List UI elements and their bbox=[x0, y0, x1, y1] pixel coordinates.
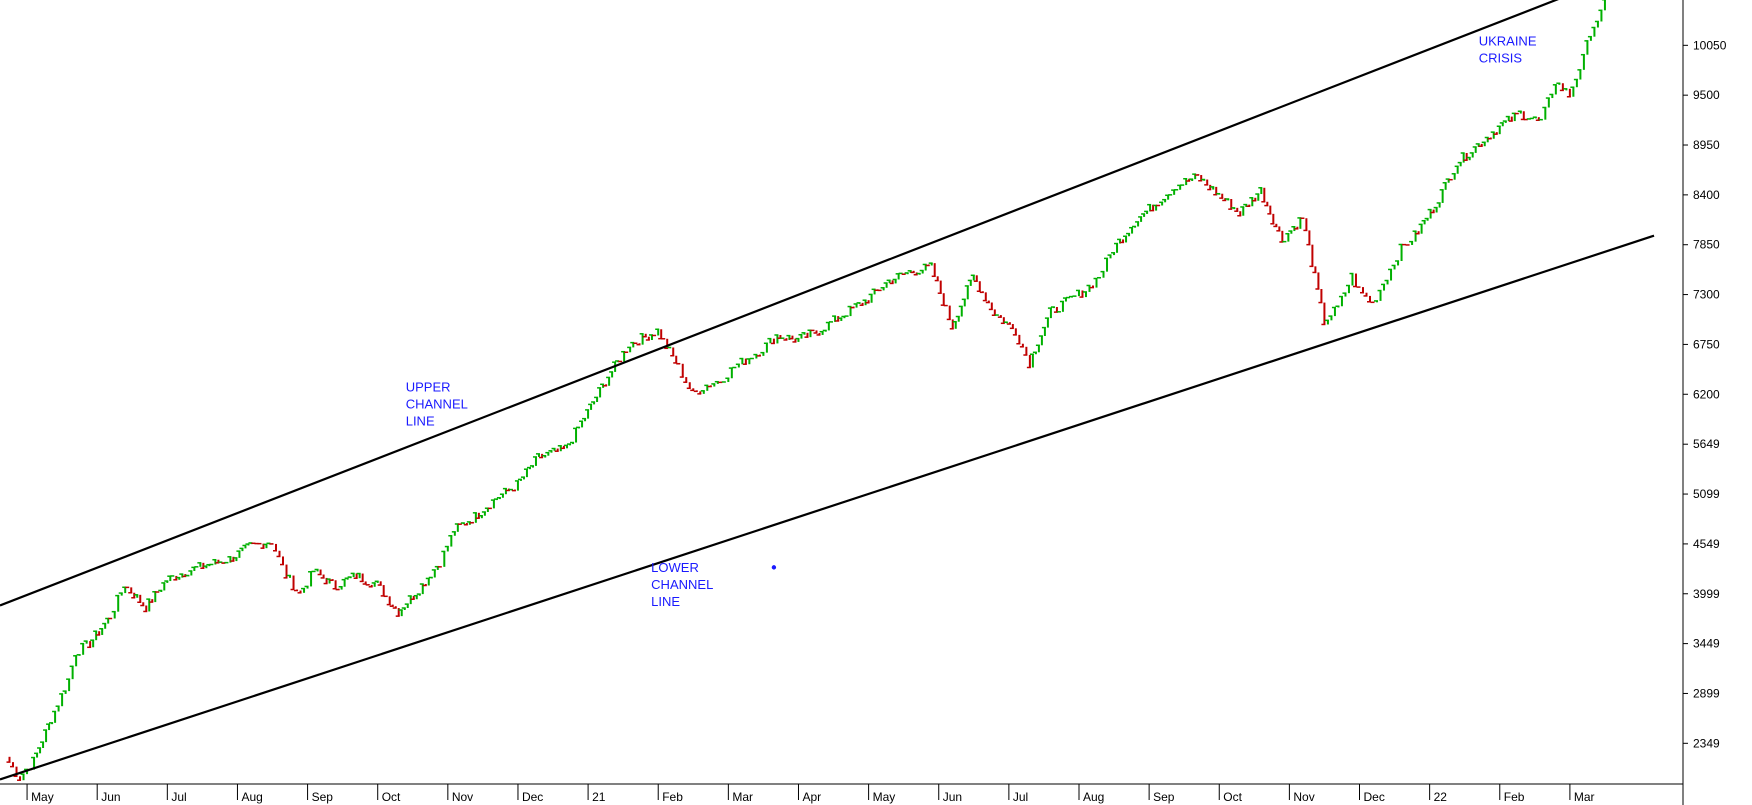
annotation-text: CRISIS bbox=[1479, 50, 1523, 65]
x-tick-label: Nov bbox=[1293, 790, 1314, 804]
x-tick-label: Aug bbox=[1083, 790, 1104, 804]
x-tick-label: Oct bbox=[382, 790, 401, 804]
x-tick-label: 21 bbox=[592, 790, 606, 804]
x-tick-label: Sep bbox=[1153, 790, 1175, 804]
channel-lines bbox=[0, 0, 1655, 781]
y-tick-label: 7850 bbox=[1693, 238, 1720, 252]
upper-channel-line bbox=[0, 0, 1559, 607]
x-tick-label: Jul bbox=[1013, 790, 1028, 804]
x-tick-label: May bbox=[31, 790, 54, 804]
y-axis: 2349 2899 3449 3999 4549 5099 5649 6200 6750 7300… bbox=[1682, 0, 1727, 805]
x-tick-label: Dec bbox=[522, 790, 543, 804]
x-tick-label: Aug bbox=[241, 790, 262, 804]
x-tick-label: Sep bbox=[312, 790, 334, 804]
y-tick-label: 3449 bbox=[1693, 637, 1720, 651]
x-tick-label: Oct bbox=[1223, 790, 1242, 804]
x-tick-label: Nov bbox=[452, 790, 473, 804]
x-tick-label: Jun bbox=[943, 790, 962, 804]
marker-dot bbox=[771, 565, 777, 570]
y-tick-label: 5099 bbox=[1693, 487, 1720, 501]
x-tick-label: Feb bbox=[1504, 790, 1525, 804]
y-tick-label: 4549 bbox=[1693, 537, 1720, 551]
annotation-text: LINE bbox=[406, 414, 435, 429]
x-tick-label: Feb bbox=[662, 790, 683, 804]
y-tick-label: 5649 bbox=[1693, 437, 1720, 451]
annotation-text: UKRAINE bbox=[1479, 33, 1537, 48]
x-tick-label: Jun bbox=[101, 790, 120, 804]
annotation-text: CHANNEL bbox=[651, 577, 713, 592]
annotation-text: CHANNEL bbox=[406, 397, 468, 412]
markers bbox=[771, 565, 777, 570]
y-tick-label: 6750 bbox=[1693, 337, 1720, 351]
annotation-text: LOWER bbox=[651, 560, 699, 575]
y-tick-label: 2349 bbox=[1693, 736, 1720, 750]
y-tick-label: 3999 bbox=[1693, 587, 1720, 601]
x-tick-label: May bbox=[873, 790, 896, 804]
x-tick-label: Jul bbox=[171, 790, 186, 804]
candlestick-series bbox=[6, 0, 1606, 781]
annotation-text: UPPER bbox=[406, 380, 451, 395]
x-tick-label: 22 bbox=[1434, 790, 1448, 804]
x-tick-label: Mar bbox=[1574, 790, 1595, 804]
y-tick-label: 10050 bbox=[1693, 38, 1727, 52]
lower-channel-line bbox=[0, 234, 1655, 781]
x-tick-label: Dec bbox=[1364, 790, 1385, 804]
x-tick-label: Mar bbox=[732, 790, 753, 804]
y-tick-label: 6200 bbox=[1693, 387, 1720, 401]
y-tick-label: 9500 bbox=[1693, 88, 1720, 102]
y-tick-label: 8950 bbox=[1693, 138, 1720, 152]
y-tick-label: 2899 bbox=[1693, 686, 1720, 700]
y-tick-label: 8400 bbox=[1693, 188, 1720, 202]
annotations: UPPER CHANNEL LINE LOWER CHANNEL LINE UKRAINE C… bbox=[406, 33, 1537, 609]
x-tick-label: Apr bbox=[802, 790, 821, 804]
annotation-text: LINE bbox=[651, 594, 680, 609]
y-tick-label: 7300 bbox=[1693, 288, 1720, 302]
x-axis: May Jun Jul Aug Sep Oct Nov Dec 21 Feb Mar Apr May Ju… bbox=[0, 783, 1683, 804]
